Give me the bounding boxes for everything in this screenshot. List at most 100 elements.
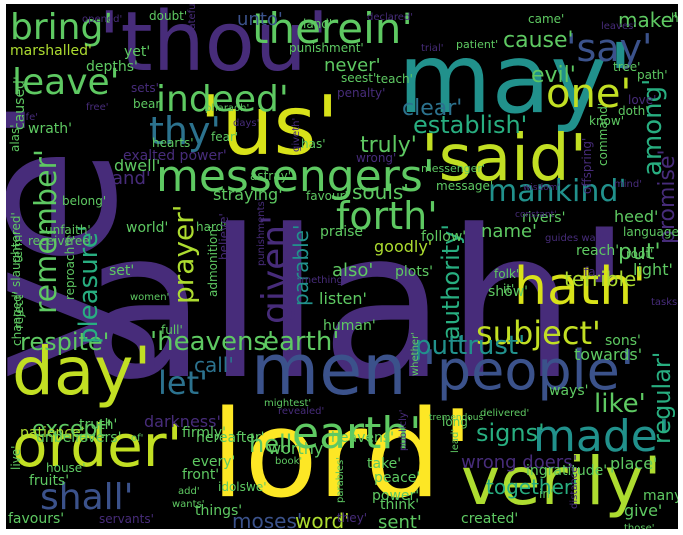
cloud-word-far: far' xyxy=(584,265,604,279)
cloud-word-every: every' xyxy=(192,454,235,470)
cloud-word-leave: leave' xyxy=(12,62,120,103)
cloud-word-something: something' xyxy=(290,275,346,286)
cloud-word-us: 'us' xyxy=(199,79,339,174)
cloud-word-unto: unto' xyxy=(237,9,283,30)
cloud-word-earth: earth' xyxy=(292,408,421,459)
cloud-word-bear: bear' xyxy=(133,97,164,111)
cloud-word-tasks: tasks' xyxy=(651,297,678,308)
cloud-word-doubt: doubt' xyxy=(149,9,187,23)
cloud-word-terrible: terrible' xyxy=(564,267,642,291)
cloud-word-like: like' xyxy=(594,389,646,419)
cloud-word-receive: receive' xyxy=(28,234,75,248)
cloud-word-penalty: penalty' xyxy=(337,86,385,100)
cloud-word-fruits: fruits' xyxy=(29,473,69,489)
word-cloud-canvas: allah' ye' lord' may' 'thou''us' 'said' men' da… xyxy=(6,4,678,529)
cloud-word-wants: wants' xyxy=(172,499,205,510)
cloud-word-lead: lead' xyxy=(450,429,461,453)
cloud-word-ingratitude: ingratitude' xyxy=(526,463,607,479)
cloud-word-giveth: giveth' xyxy=(291,118,302,152)
cloud-word-favour: favour' xyxy=(306,189,348,203)
cloud-word-take: take' xyxy=(367,456,401,472)
cloud-word-punishment: punishment' xyxy=(289,41,364,55)
cloud-word-straying: straying' xyxy=(213,185,283,204)
cloud-word-front: front' xyxy=(182,467,219,483)
cloud-word-reject: reject' xyxy=(12,292,26,329)
cloud-word-say: 'say' xyxy=(566,26,652,70)
cloud-word-truly: truly' xyxy=(360,133,417,158)
cloud-word-hath: hath' xyxy=(514,257,646,317)
cloud-word-mind: mind' xyxy=(614,179,642,190)
cloud-word-thy: thy' xyxy=(149,109,221,153)
cloud-word-depths: depths' xyxy=(86,59,138,75)
cloud-word-reach: reach' xyxy=(576,243,619,259)
cloud-word-they: they' xyxy=(337,511,367,525)
cloud-word-rivers: rivers' xyxy=(522,210,565,226)
cloud-word-trial: trial' xyxy=(421,43,443,54)
cloud-word-light: light' xyxy=(633,260,673,279)
cloud-word-book: book' xyxy=(275,456,302,467)
cloud-word-hearts: hearts' xyxy=(152,136,194,150)
cloud-word-slaughtered: slaughtered' xyxy=(9,212,23,287)
cloud-word-mightest: mightest' xyxy=(264,398,311,409)
cloud-word-world: world' xyxy=(126,220,168,236)
cloud-word-remember: remember' xyxy=(29,149,64,314)
cloud-word-message: message' xyxy=(436,179,493,193)
cloud-word-idols: idols' xyxy=(218,480,249,494)
cloud-word-patience: patience' xyxy=(20,425,85,441)
cloud-word-belong: belong' xyxy=(62,194,106,208)
cloud-word-hinder: hinder' xyxy=(671,11,678,25)
cloud-word-call: call' xyxy=(194,353,234,377)
cloud-word-we: we' xyxy=(246,480,267,494)
cloud-word-towards: towards' xyxy=(574,345,642,364)
cloud-word-free: free' xyxy=(86,102,108,113)
cloud-word-parables: parables' xyxy=(335,457,346,503)
cloud-word-evil: evil' xyxy=(531,63,576,88)
cloud-word-thou: 'thou' xyxy=(98,4,329,90)
cloud-word-also: also' xyxy=(332,260,373,281)
cloud-word-dwell: dwell' xyxy=(114,156,160,175)
cloud-word-think: think' xyxy=(380,497,419,513)
cloud-word-guides-way: guides way' xyxy=(545,233,604,244)
cloud-word-changed: changed' xyxy=(10,291,24,346)
cloud-word-prayer: prayer' xyxy=(167,205,200,304)
cloud-word-put: put' xyxy=(415,331,465,361)
cloud-word-together: together' xyxy=(486,475,578,499)
cloud-word-firmly: firmly' xyxy=(182,425,226,441)
cloud-word-respite: respite' xyxy=(20,328,109,356)
cloud-word-marshalled: marshalled' xyxy=(10,43,92,59)
cloud-word-teach: teach' xyxy=(376,72,413,86)
cloud-word-admonition: admonition' xyxy=(206,226,220,297)
cloud-word-delivered: delivered' xyxy=(480,408,529,419)
cloud-word-doth: doth' xyxy=(618,104,649,118)
cloud-word-house: house' xyxy=(46,461,86,475)
cloud-word-among: among' xyxy=(638,79,668,176)
cloud-word-ye: ye' xyxy=(6,93,160,382)
cloud-word-caused: caused' xyxy=(12,76,28,130)
cloud-word-people: 'people' xyxy=(422,339,635,402)
cloud-word-of: of' xyxy=(131,433,143,444)
cloud-word-women: women' xyxy=(130,292,169,303)
cloud-word-folk: folk' xyxy=(494,267,519,281)
cloud-word-believe: believe' xyxy=(217,213,231,260)
cloud-word-follow: follow' xyxy=(421,229,466,245)
cloud-word-make: make' xyxy=(618,8,678,32)
cloud-word-indeed: indeed' xyxy=(156,79,289,120)
cloud-word-yet: yet' xyxy=(124,44,150,60)
cloud-word-human: human' xyxy=(323,318,376,334)
cloud-word-forth: forth' xyxy=(336,194,438,238)
word-cloud-svg: allah'ye' lord' may' 'thou''us' 'said' men' da… xyxy=(6,4,678,529)
cloud-word-set: set' xyxy=(109,263,134,279)
cloud-word-heed: heed' xyxy=(614,207,658,226)
cloud-word-clear: clear' xyxy=(402,96,462,121)
cloud-word-earth: earth' xyxy=(263,327,339,357)
cloud-word-ways: ways' xyxy=(549,383,588,399)
cloud-word-praise: praise' xyxy=(320,224,367,240)
cloud-word-hereafter: hereafter' xyxy=(196,430,265,446)
cloud-word-opened: opened' xyxy=(82,14,122,25)
cloud-word-cause: cause' xyxy=(503,28,574,53)
cloud-word-free: free' xyxy=(66,234,93,248)
cloud-word-goodly: goodly' xyxy=(374,237,432,256)
cloud-word-one: one' xyxy=(546,71,631,117)
cloud-word-constant: constant' xyxy=(515,210,557,220)
